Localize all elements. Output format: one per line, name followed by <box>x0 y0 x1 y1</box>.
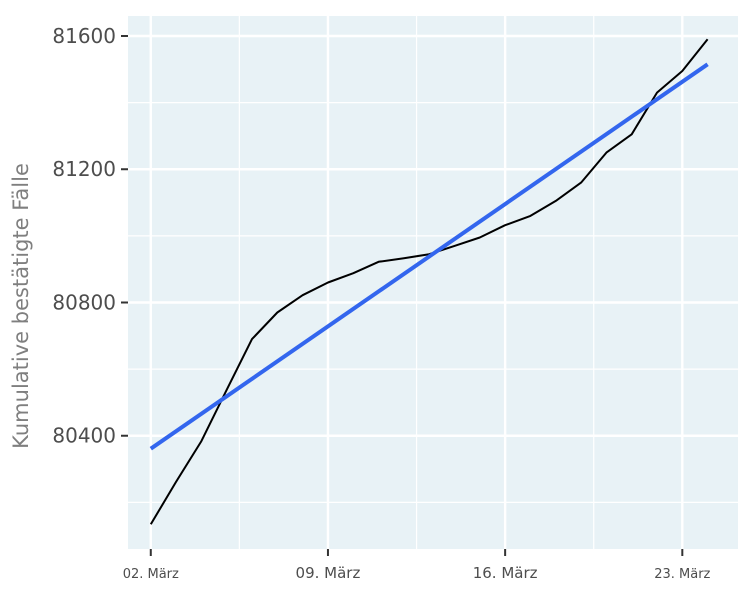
x-tick-label: 16. März <box>473 564 538 582</box>
minor-gridlines <box>128 16 738 549</box>
y-tick-label: 81600 <box>52 24 116 48</box>
x-tick-label: 23. März <box>654 567 710 582</box>
y-tick-label: 80800 <box>52 290 116 314</box>
y-tick-label: 81200 <box>52 157 116 181</box>
x-axis: 02. März 09. März 16. März 23. März <box>123 549 711 582</box>
linear-trend-line <box>149 62 709 451</box>
y-tick-label: 80400 <box>52 424 116 448</box>
plot-panel <box>128 16 738 549</box>
y-axis-label: Kumulative bestätigte Fälle <box>9 163 33 449</box>
x-tick-label: 02. März <box>123 567 179 582</box>
series-layer <box>149 38 709 525</box>
x-tick-label: 09. März <box>296 564 361 582</box>
y-axis: 80400 80800 81200 81600 <box>52 24 128 448</box>
